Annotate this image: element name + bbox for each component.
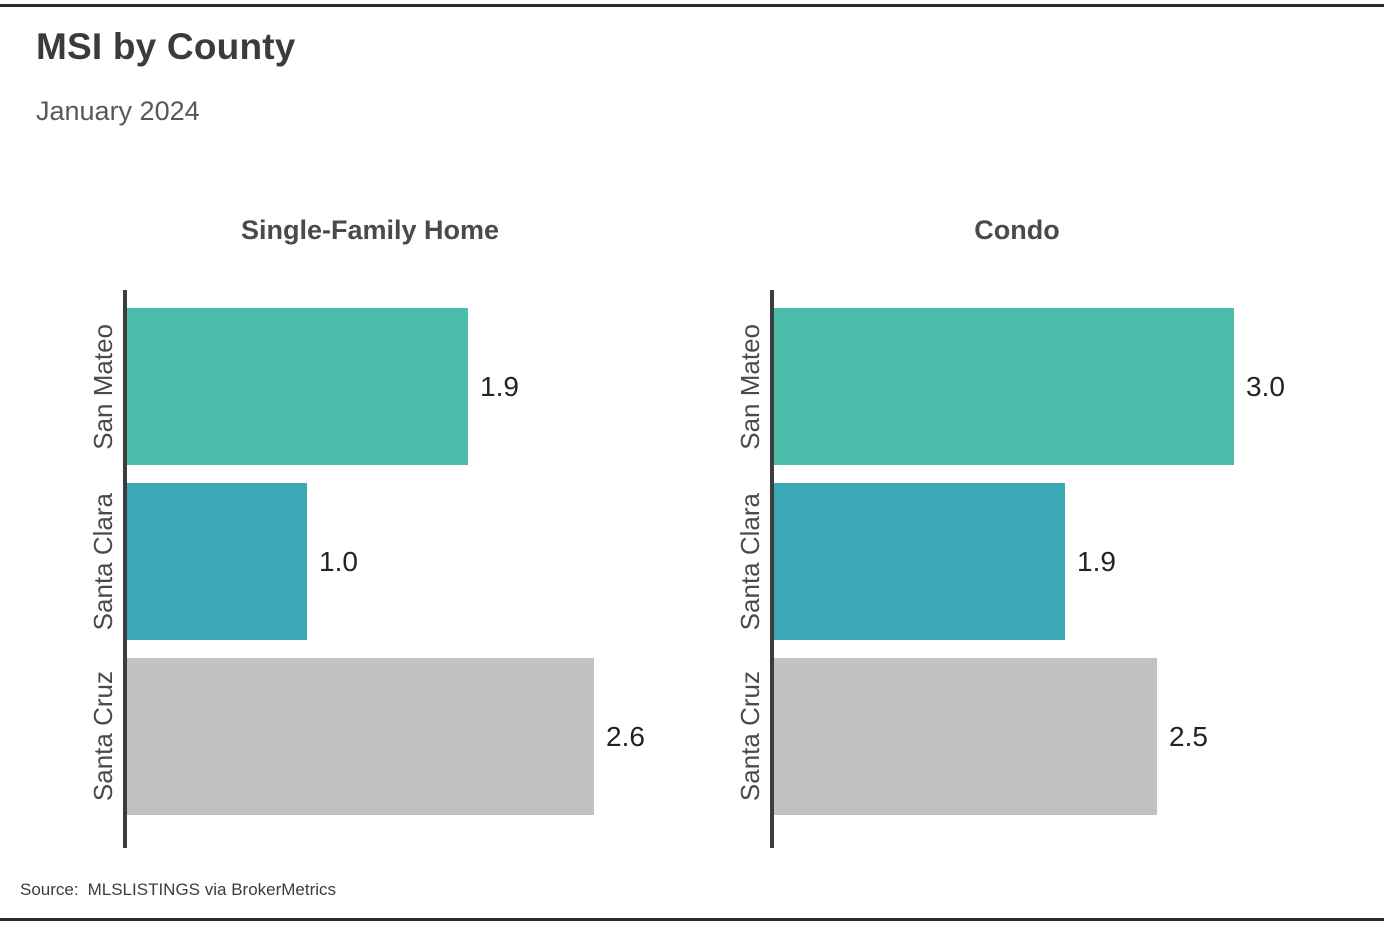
source-text: MLSLISTINGS via BrokerMetrics — [87, 880, 337, 899]
bar-row: 2.5 — [774, 658, 1208, 815]
bar-value-label: 2.5 — [1169, 720, 1208, 752]
bar-san-mateo — [774, 308, 1234, 465]
bar-value-label: 1.9 — [1077, 545, 1116, 577]
y-axis-label-text: Santa Clara — [87, 492, 118, 631]
y-axis-label-text: San Mateo — [87, 323, 118, 450]
bottom-divider-line — [0, 918, 1384, 921]
bar-santa-clara — [774, 483, 1065, 640]
bar-san-mateo — [127, 308, 468, 465]
y-axis-label-santa-clara: Santa Clara — [85, 483, 121, 640]
y-axis-label-santa-cruz: Santa Cruz — [732, 658, 768, 815]
bar-santa-clara — [127, 483, 307, 640]
y-axis-label-santa-cruz: Santa Cruz — [85, 658, 121, 815]
bar-value-label: 1.0 — [319, 545, 358, 577]
chart-single-family-home: Single-Family Home San Mateo Santa Clara… — [85, 215, 655, 875]
y-axis-line — [770, 290, 774, 848]
chart-title-condo: Condo — [974, 215, 1060, 245]
page-subtitle: January 2024 — [36, 96, 200, 126]
source-label: Source: — [20, 880, 79, 899]
bar-row: 2.6 — [127, 658, 645, 815]
bar-row: 1.9 — [774, 483, 1116, 640]
y-axis-label-text: San Mateo — [734, 323, 765, 450]
page-title: MSI by County — [36, 26, 296, 67]
chart-condo: Condo San Mateo Santa Clara Santa Cruz 3… — [732, 215, 1302, 875]
chart-title-single-family-home: Single-Family Home — [240, 215, 500, 245]
top-divider-line — [0, 4, 1384, 7]
bar-santa-cruz — [127, 658, 594, 815]
bar-row: 3.0 — [774, 308, 1285, 465]
y-axis-label-santa-clara: Santa Clara — [732, 483, 768, 640]
y-axis-label-text: Santa Clara — [734, 492, 765, 631]
y-axis-label-text: Santa Cruz — [734, 671, 765, 802]
y-axis-label-text: Santa Cruz — [87, 671, 118, 802]
y-axis-line — [123, 290, 127, 848]
y-axis-label-san-mateo: San Mateo — [732, 308, 768, 465]
bar-value-label: 1.9 — [480, 370, 519, 402]
bar-santa-cruz — [774, 658, 1157, 815]
y-axis-label-san-mateo: San Mateo — [85, 308, 121, 465]
source-note: Source: MLSLISTINGS via BrokerMetrics — [20, 880, 336, 900]
bar-value-label: 3.0 — [1246, 370, 1285, 402]
bar-value-label: 2.6 — [606, 720, 645, 752]
bar-row: 1.0 — [127, 483, 358, 640]
bar-row: 1.9 — [127, 308, 519, 465]
